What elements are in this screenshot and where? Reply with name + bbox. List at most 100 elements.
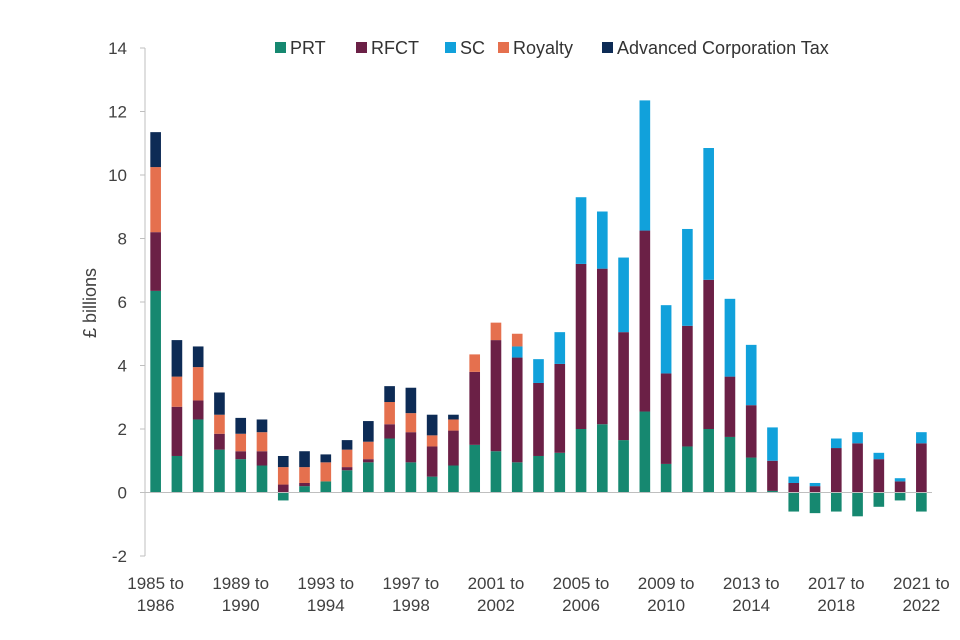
bar-sc-21 xyxy=(596,211,608,269)
bar-rfct-24 xyxy=(660,373,672,464)
y-tick-label: 10 xyxy=(108,166,127,185)
bar-advanced-corporation-tax-10 xyxy=(363,421,374,442)
bar-advanced-corporation-tax-2 xyxy=(192,346,204,368)
bar-prt-7 xyxy=(299,486,310,493)
x-tick-label: 2017 to 2018 xyxy=(808,574,865,615)
bar-rfct-22 xyxy=(618,332,629,441)
y-tick-label: 12 xyxy=(108,103,127,122)
bar-prt-22 xyxy=(618,440,629,493)
bar-rfct-26 xyxy=(703,279,714,429)
bar-rfct-14 xyxy=(448,430,459,466)
bar-royalty-2 xyxy=(192,367,204,401)
x-tick-label: 1997 to 1998 xyxy=(383,574,440,615)
bar-sc-27 xyxy=(724,298,736,377)
legend-swatch-advanced-corporation-tax xyxy=(602,42,613,53)
bar-advanced-corporation-tax-11 xyxy=(384,386,395,403)
bar-sc-34 xyxy=(873,452,885,460)
bar-rfct-4 xyxy=(235,451,247,460)
bar-rfct-29 xyxy=(767,460,778,491)
bar-sc-31 xyxy=(809,482,821,487)
legend-swatch-royalty xyxy=(498,42,509,53)
y-tick-label: 0 xyxy=(118,484,127,503)
bar-rfct-19 xyxy=(554,363,566,453)
bar-advanced-corporation-tax-1 xyxy=(171,340,183,377)
bar-prt-33 xyxy=(852,492,863,517)
bar-rfct-21 xyxy=(596,268,608,425)
bar-prt-0 xyxy=(150,290,161,493)
bar-rfct-5 xyxy=(256,451,268,466)
bar-rfct-35 xyxy=(894,481,906,493)
x-tick-label: 1993 to 1994 xyxy=(297,574,354,615)
bar-royalty-12 xyxy=(405,413,417,433)
x-tick-label: 1989 to 1990 xyxy=(212,574,269,615)
bar-sc-18 xyxy=(533,359,544,383)
bar-sc-19 xyxy=(554,332,566,364)
bar-prt-21 xyxy=(596,424,608,493)
bar-prt-11 xyxy=(384,438,395,493)
bar-advanced-corporation-tax-5 xyxy=(256,419,268,433)
bar-royalty-4 xyxy=(235,433,247,452)
bar-advanced-corporation-tax-3 xyxy=(214,392,225,415)
bar-prt-5 xyxy=(256,465,268,493)
bar-sc-33 xyxy=(852,432,863,444)
bar-royalty-1 xyxy=(171,376,183,407)
bar-rfct-16 xyxy=(490,340,502,452)
bar-rfct-0 xyxy=(150,232,161,291)
bar-rfct-30 xyxy=(788,482,800,493)
x-tick-label: 1985 to 1986 xyxy=(127,574,184,615)
bar-rfct-12 xyxy=(405,432,417,463)
legend-swatch-rfct xyxy=(356,42,367,53)
bar-prt-1 xyxy=(171,455,183,493)
bar-rfct-2 xyxy=(192,400,204,420)
legend-label-rfct: RFCT xyxy=(371,38,419,58)
axes xyxy=(144,48,932,556)
x-tick-label: 2005 to 2006 xyxy=(553,574,610,615)
bar-prt-17 xyxy=(511,462,523,493)
bar-prt-20 xyxy=(575,429,587,493)
bar-rfct-27 xyxy=(724,376,736,437)
bar-rfct-1 xyxy=(171,406,183,456)
bar-prt-18 xyxy=(533,455,544,493)
bar-rfct-9 xyxy=(341,467,353,471)
bar-prt-3 xyxy=(214,449,225,493)
bar-rfct-36 xyxy=(916,443,927,493)
bar-rfct-3 xyxy=(214,433,225,450)
bar-prt-32 xyxy=(830,492,842,512)
bar-rfct-18 xyxy=(533,382,544,456)
legend-label-sc: SC xyxy=(460,38,485,58)
bar-sc-24 xyxy=(660,305,672,374)
legend: PRT RFCT SC Royalty Advanced Corporation Tax xyxy=(275,38,829,58)
bar-prt-26 xyxy=(703,429,714,493)
y-tick-label: 6 xyxy=(118,293,127,312)
bar-prt-36 xyxy=(916,492,927,512)
bar-prt-4 xyxy=(235,459,247,493)
y-tick-label: 4 xyxy=(118,357,127,376)
bar-prt-15 xyxy=(469,444,481,493)
bar-prt-19 xyxy=(554,452,566,493)
bar-sc-29 xyxy=(767,427,778,461)
bar-rfct-6 xyxy=(277,484,289,493)
bar-rfct-32 xyxy=(830,448,842,493)
legend-swatch-prt xyxy=(275,42,286,53)
bar-prt-8 xyxy=(320,481,332,493)
legend-label-royalty: Royalty xyxy=(513,38,573,58)
bar-prt-24 xyxy=(660,463,672,493)
x-tick-label: 2001 to 2002 xyxy=(468,574,525,615)
legend-label-prt: PRT xyxy=(290,38,326,58)
bar-rfct-17 xyxy=(511,357,523,463)
bar-sc-22 xyxy=(618,257,629,333)
bar-rfct-33 xyxy=(852,443,863,493)
bar-royalty-11 xyxy=(384,402,395,425)
bar-royalty-8 xyxy=(320,462,332,482)
legend-label-advanced-corporation-tax: Advanced Corporation Tax xyxy=(617,38,829,58)
bar-prt-28 xyxy=(745,457,757,493)
bar-advanced-corporation-tax-8 xyxy=(320,454,332,463)
y-tick-label: 14 xyxy=(108,39,127,58)
bar-rfct-25 xyxy=(682,325,693,447)
bar-advanced-corporation-tax-9 xyxy=(341,440,353,450)
bar-prt-29 xyxy=(767,490,778,493)
bar-sc-30 xyxy=(788,476,800,483)
bar-rfct-23 xyxy=(639,230,651,412)
bar-prt-35 xyxy=(894,492,906,501)
